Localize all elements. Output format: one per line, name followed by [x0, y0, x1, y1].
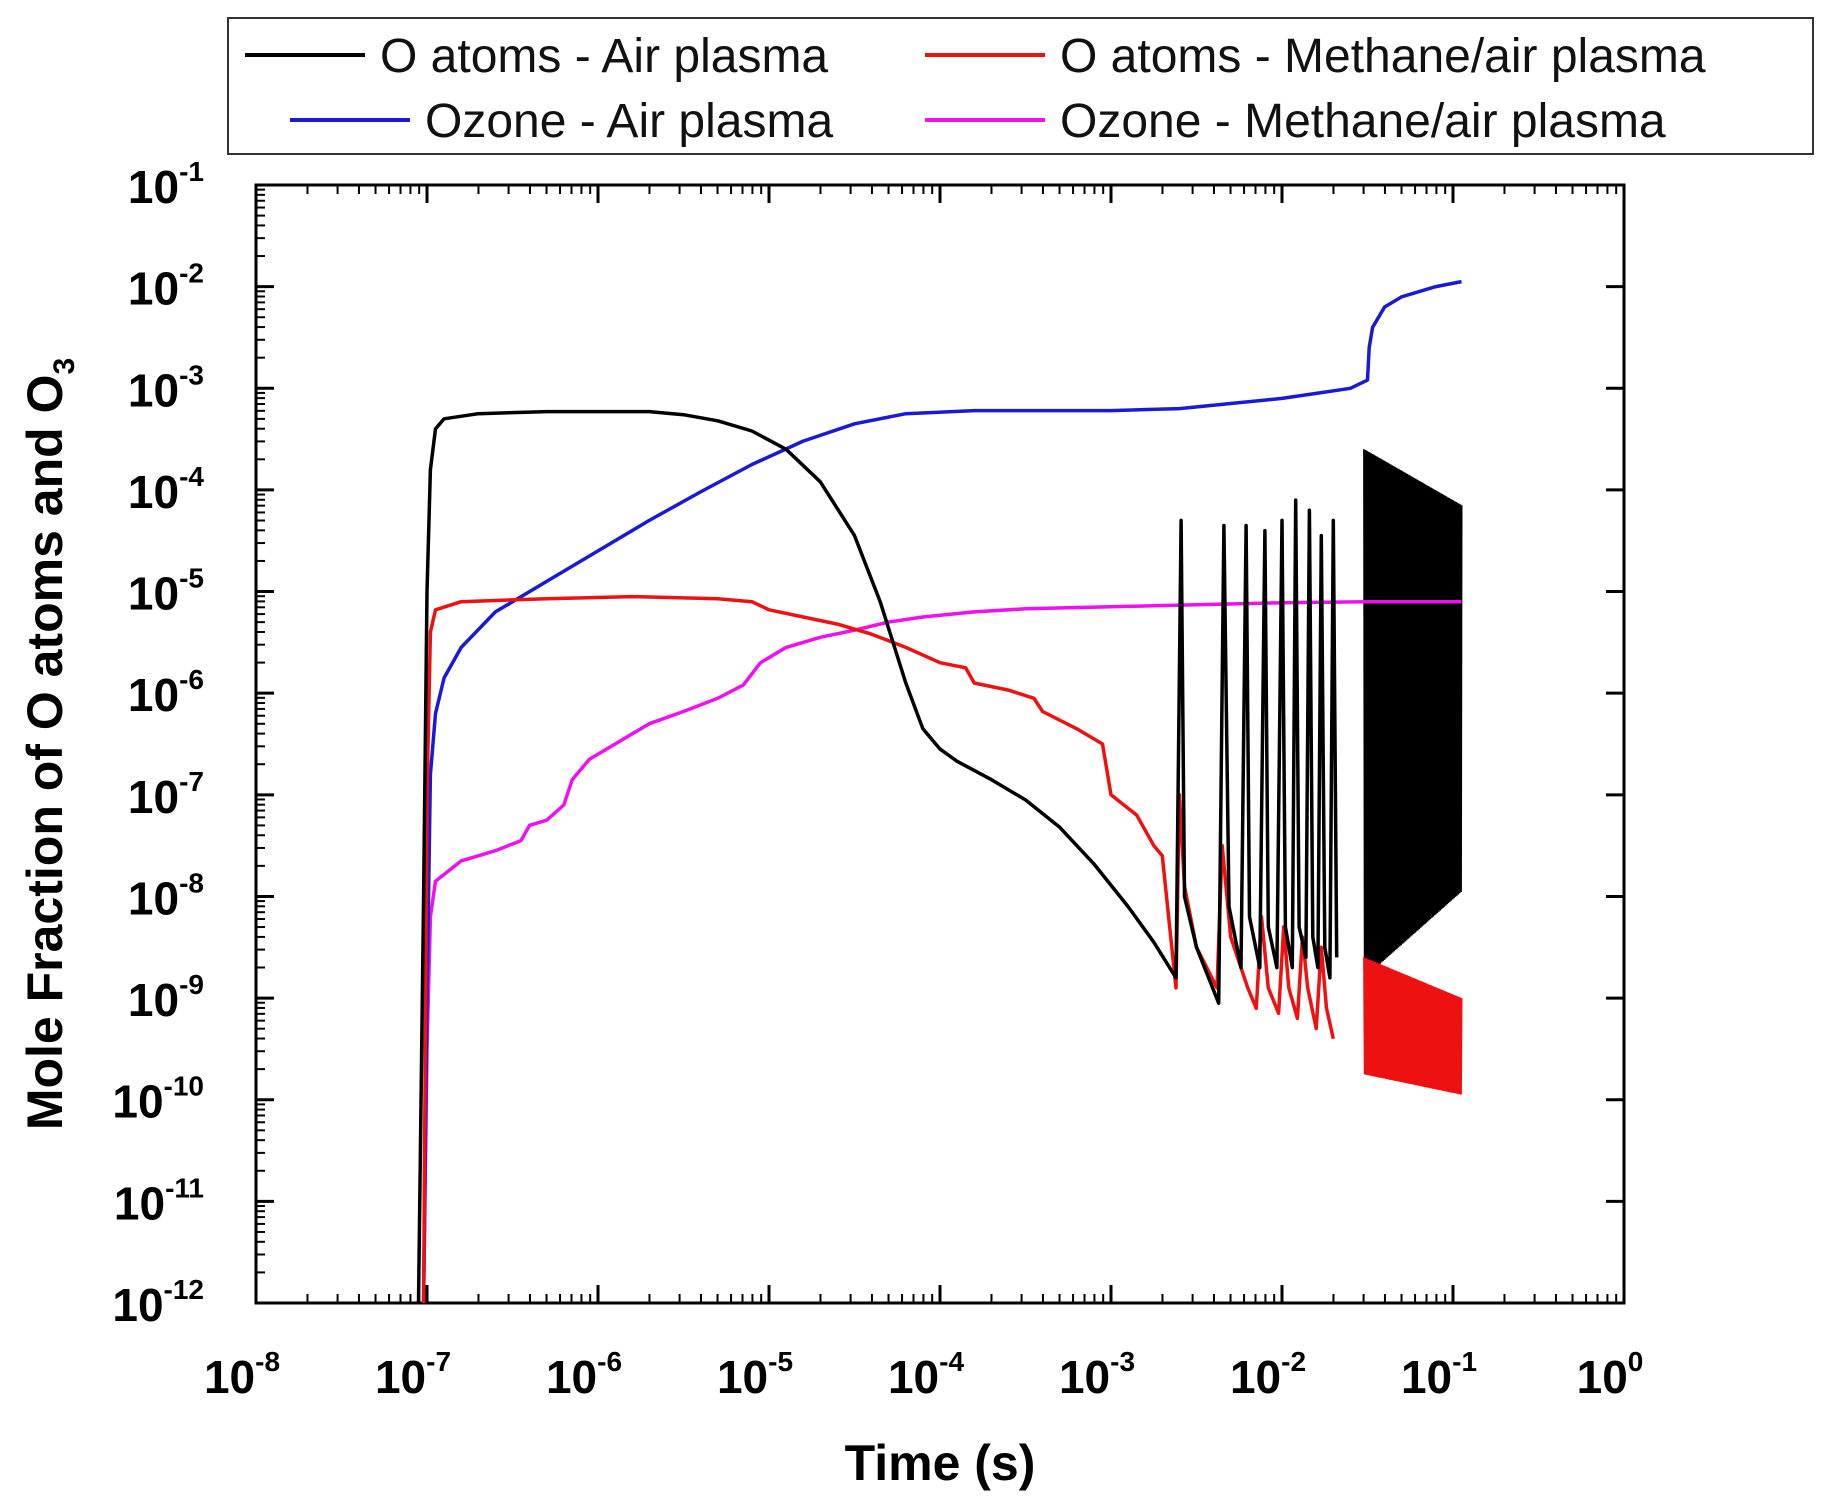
y-tick-label-exp: -10 — [164, 1071, 204, 1102]
y-tick-label: 10-2 — [128, 258, 204, 315]
legend-label-ozone-methane: Ozone - Methane/air plasma — [1060, 95, 1666, 148]
noise-band-1 — [1363, 957, 1463, 1095]
y-tick-label: 10-4 — [128, 461, 204, 518]
x-tick-label-base: 10 — [1230, 1351, 1281, 1403]
x-tick-label-base: 10 — [888, 1351, 939, 1403]
x-tick-label-exp: -7 — [426, 1346, 451, 1377]
x-tick-label-exp: -5 — [768, 1346, 793, 1377]
series-line-1 — [421, 594, 1336, 1304]
legend-box — [227, 17, 1814, 155]
y-tick-label-exp: -1 — [179, 156, 204, 187]
y-tick-label-exp: -12 — [164, 1274, 204, 1305]
y-tick-label-exp: -3 — [179, 359, 204, 390]
legend-label-ozone-air: Ozone - Air plasma — [425, 95, 833, 148]
y-tick-label-exp: -8 — [179, 867, 204, 898]
y-tick-label: 10-5 — [128, 563, 204, 620]
x-tick-label-base: 10 — [1401, 1351, 1452, 1403]
legend-label-o-air: O atoms - Air plasma — [380, 30, 828, 83]
y-tick-label-exp: -5 — [179, 563, 204, 594]
x-tick-label-base: 10 — [1577, 1351, 1628, 1403]
series-line-3 — [421, 599, 1462, 1304]
x-axis-title: Time (s) — [845, 1435, 1036, 1491]
y-tick-label-base: 10 — [128, 771, 179, 823]
y-tick-label-base: 10 — [128, 669, 179, 721]
y-tick-label: 10-10 — [112, 1071, 204, 1128]
x-tick-label: 10-2 — [1230, 1346, 1306, 1403]
y-tick-label: 10-9 — [128, 969, 204, 1026]
x-tick-label-exp: -1 — [1452, 1346, 1477, 1377]
x-tick-label-base: 10 — [1059, 1351, 1110, 1403]
legend: O atoms - Air plasma O atoms - Methane/a… — [227, 17, 1814, 155]
y-tick-label-base: 10 — [112, 1076, 163, 1128]
noise-bands — [1363, 449, 1463, 1095]
series-lines — [416, 279, 1462, 1304]
y-tick-label-base: 10 — [128, 263, 179, 315]
axis-tick-labels: 10-8 10-7 10-6 10-5 10-4 10-3 10-2 10-1 10010-12… — [112, 156, 1643, 1403]
y-tick-label-exp: -2 — [179, 258, 204, 289]
y-tick-label-base: 10 — [112, 1279, 163, 1331]
x-tick-label-base: 10 — [717, 1351, 768, 1403]
y-tick-label-base: 10 — [114, 1177, 165, 1229]
x-tick-label: 10-7 — [375, 1346, 451, 1403]
y-tick-label-base: 10 — [128, 568, 179, 620]
y-tick-label-base: 10 — [128, 466, 179, 518]
x-tick-label-base: 10 — [375, 1351, 426, 1403]
y-tick-label-base: 10 — [128, 974, 179, 1026]
x-tick-label: 10-4 — [888, 1346, 964, 1403]
axis-ticks — [254, 183, 1626, 1305]
x-tick-label-base: 10 — [204, 1351, 255, 1403]
x-tick-label: 10-6 — [546, 1346, 622, 1403]
x-tick-label-exp: -6 — [597, 1346, 622, 1377]
y-axis-title: Mole Fraction of O atoms and O3 — [17, 358, 81, 1130]
x-tick-label-base: 10 — [546, 1351, 597, 1403]
y-tick-label-exp: -11 — [165, 1172, 204, 1203]
y-axis-title-main: Mole Fraction of O atoms and O — [17, 375, 73, 1131]
x-tick-label: 100 — [1577, 1346, 1644, 1403]
y-tick-label: 10-11 — [114, 1172, 204, 1229]
x-tick-label-exp: -8 — [255, 1346, 280, 1377]
y-axis-title-group: Mole Fraction of O atoms and O3 — [17, 358, 81, 1130]
y-tick-label-base: 10 — [128, 872, 179, 924]
y-tick-label: 10-1 — [128, 156, 204, 213]
x-tick-label: 10-5 — [717, 1346, 793, 1403]
x-tick-label: 10-1 — [1401, 1346, 1477, 1403]
y-tick-label: 10-6 — [128, 664, 204, 721]
y-tick-label: 10-3 — [128, 359, 204, 416]
legend-label-o-methane: O atoms - Methane/air plasma — [1060, 30, 1706, 83]
y-tick-label-base: 10 — [128, 161, 179, 213]
noise-band-0 — [1363, 449, 1463, 978]
y-tick-label: 10-8 — [128, 867, 204, 924]
x-tick-label-exp: -4 — [939, 1346, 964, 1377]
x-tick-label: 10-3 — [1059, 1346, 1135, 1403]
y-axis-title-subscript: 3 — [48, 358, 81, 375]
y-tick-label-exp: -6 — [179, 664, 204, 695]
y-tick-label-exp: -4 — [179, 461, 204, 492]
series-line-0 — [416, 409, 1339, 1304]
x-tick-label-exp: -2 — [1281, 1346, 1306, 1377]
y-tick-label-base: 10 — [128, 364, 179, 416]
x-tick-label-exp: 0 — [1628, 1346, 1644, 1377]
x-tick-label-exp: -3 — [1110, 1346, 1135, 1377]
y-tick-label: 10-7 — [128, 766, 204, 823]
series-line-2 — [421, 279, 1462, 1304]
x-tick-label: 10-8 — [204, 1346, 280, 1403]
y-tick-label-exp: -9 — [179, 969, 204, 1000]
y-tick-label-exp: -7 — [179, 766, 204, 797]
y-tick-label: 10-12 — [112, 1274, 204, 1331]
